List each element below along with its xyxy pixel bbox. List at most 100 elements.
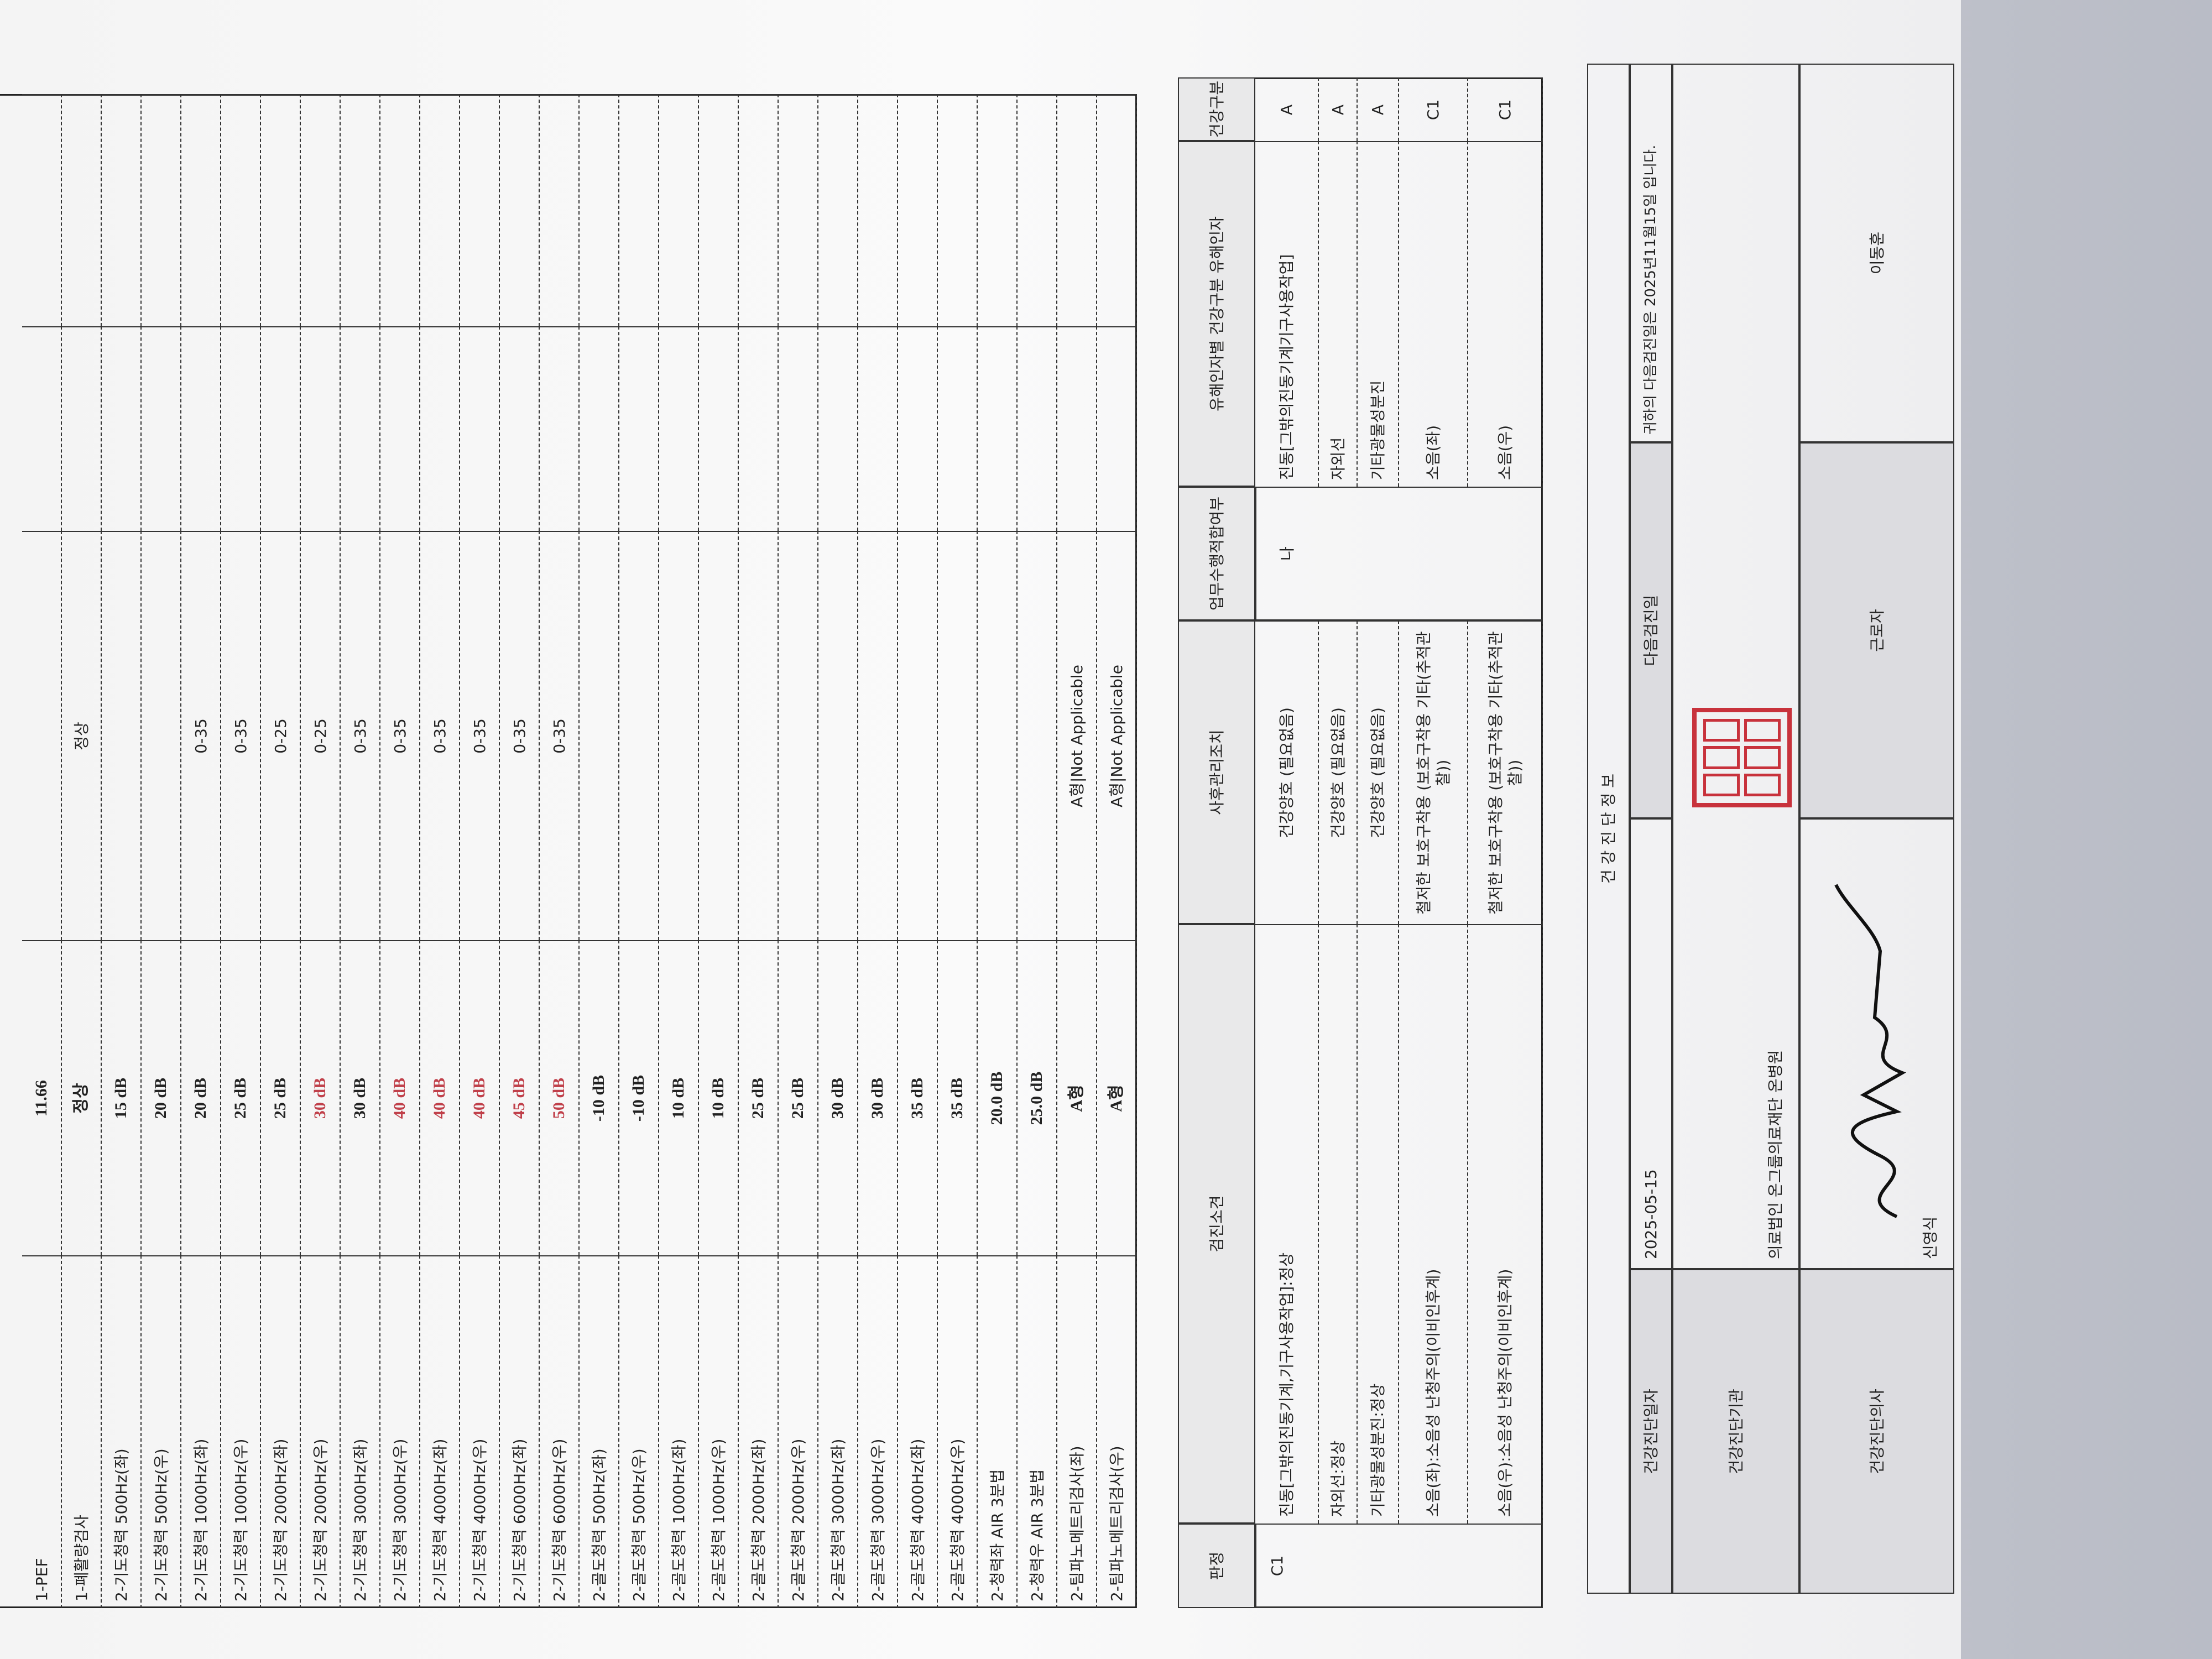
test-label: 2-골도청력 3000Hz(좌) [818, 1255, 858, 1608]
empty-cell [420, 94, 460, 326]
empty-cell [341, 94, 380, 326]
empty-cell [1018, 94, 1057, 326]
test-result: 35 dB [938, 940, 978, 1255]
test-reference [699, 531, 739, 940]
empty-cell [380, 326, 420, 531]
empty-cell [380, 94, 420, 326]
finding: 기타광물성분진:정상 [1358, 924, 1399, 1524]
empty-cell [142, 94, 181, 326]
test-result: A형 [1057, 940, 1097, 1255]
test-reference [1018, 531, 1057, 940]
test-label: 1-PEF [22, 1255, 62, 1608]
test-reference [858, 531, 898, 940]
test-label: 1-폐활량검사 [62, 1255, 102, 1608]
test-result: 40 dB [460, 940, 500, 1255]
test-result: 30 dB [818, 940, 858, 1255]
test-label: 2-기도청력 1000Hz(좌) [181, 1255, 221, 1608]
test-label: 2-기도청력 500Hz(우) [142, 1255, 181, 1608]
empty-cell [699, 326, 739, 531]
test-reference [580, 531, 619, 940]
test-result: 30 dB [301, 940, 341, 1255]
empty-cell [181, 326, 221, 531]
health-grade: C1 [1468, 77, 1543, 141]
test-result: 30 dB [858, 940, 898, 1255]
empty-cell [62, 326, 102, 531]
empty-cell [221, 326, 261, 531]
info-title: 건 강 진 단 정 보 [1587, 64, 1630, 1594]
empty-cell [938, 94, 978, 326]
follow-up: 건강양호 (필요없음) [1358, 620, 1399, 924]
test-reference: 0-25 [301, 531, 341, 940]
test-reference: 0-35 [221, 531, 261, 940]
test-label: 2-기도청력 6000Hz(좌) [500, 1255, 540, 1608]
institution: 의료법인 온그룹의료재단 온병원 [1672, 64, 1799, 1269]
test-result: 정상 [62, 940, 102, 1255]
test-reference [978, 531, 1018, 940]
test-result: 50 dB [540, 940, 580, 1255]
empty-cell [898, 94, 938, 326]
test-result: 25 dB [779, 940, 818, 1255]
empty-cell [420, 326, 460, 531]
header-cell: 검진소견 [1178, 924, 1255, 1524]
header-cell: 건강구분 [1178, 77, 1255, 141]
empty-cell [221, 94, 261, 326]
test-label: 2-팀파노메트리검사(우) [1097, 1255, 1137, 1608]
test-label: 2-기도청력 4000Hz(좌) [420, 1255, 460, 1608]
test-result: 15 dB [102, 940, 142, 1255]
worker: 이동훈 [1799, 64, 1954, 442]
document: 이동훈 근로자 신영식 건강진단의사 의료법인 온그룹의료재단 온병원 건강진단기관 귀하의… [0, 0, 1961, 1659]
next-exam-notice: 귀하의 다음검진일은 2025년11월15일 입니다. [1630, 64, 1672, 442]
empty-cell [739, 326, 779, 531]
follow-up: 철저한 보호구착용 (보호구착용 기타(추적관찰)) [1468, 620, 1543, 924]
test-result: 20 dB [142, 940, 181, 1255]
empty-cell [659, 326, 699, 531]
empty-cell [818, 94, 858, 326]
empty-cell [699, 94, 739, 326]
empty-cell [858, 94, 898, 326]
test-reference: 0-25 [261, 531, 301, 940]
test-label: 2-골도청력 1000Hz(좌) [659, 1255, 699, 1608]
test-result: 25 dB [739, 940, 779, 1255]
test-reference [898, 531, 938, 940]
empty-cell [779, 326, 818, 531]
empty-cell [779, 94, 818, 326]
label-cell: 건강진단기관 [1672, 1269, 1799, 1594]
empty-cell [898, 326, 938, 531]
test-result: 45 dB [500, 940, 540, 1255]
test-result: 35 dB [898, 940, 938, 1255]
test-result: 30 dB [341, 940, 380, 1255]
empty-cell [142, 326, 181, 531]
empty-cell [978, 94, 1018, 326]
test-result: A형 [1097, 940, 1137, 1255]
empty-cell [22, 326, 62, 531]
follow-up: 건강양호 (필요없음) [1319, 620, 1358, 924]
label-cell: 다음검진일 [1630, 442, 1672, 818]
test-reference: 0-35 [341, 531, 380, 940]
exam-date: 2025-05-15 [1630, 818, 1672, 1269]
empty-cell [301, 94, 341, 326]
signature [1834, 884, 1907, 1218]
test-reference [659, 531, 699, 940]
hazard-factor: 소음(좌) [1399, 141, 1468, 487]
test-result: 11.66 [22, 940, 62, 1255]
empty-cell [619, 94, 659, 326]
test-reference: A형|Not Applicable [1097, 531, 1137, 940]
empty-cell [938, 326, 978, 531]
label-cell: 건강진단일자 [1630, 1269, 1672, 1594]
empty-cell [22, 94, 62, 326]
hazard-factor: 자외선 [1319, 141, 1358, 487]
health-grade: C1 [1399, 77, 1468, 141]
test-result: 25 dB [221, 940, 261, 1255]
empty-cell [102, 94, 142, 326]
test-reference: 0-35 [540, 531, 580, 940]
test-reference: 0-35 [420, 531, 460, 940]
test-label: 2-골도청력 4000Hz(우) [938, 1255, 978, 1608]
judgment: C1 [1255, 1524, 1543, 1608]
hazard-factor: 기타광물성분진 [1358, 141, 1399, 487]
header-cell: 업무수행적합여부 [1178, 487, 1255, 620]
finding: 소음(우):소음성 난청주의(이비인후계) [1468, 924, 1543, 1524]
empty-cell [1018, 326, 1057, 531]
test-result: 10 dB [699, 940, 739, 1255]
empty-cell [858, 326, 898, 531]
test-result: 40 dB [380, 940, 420, 1255]
